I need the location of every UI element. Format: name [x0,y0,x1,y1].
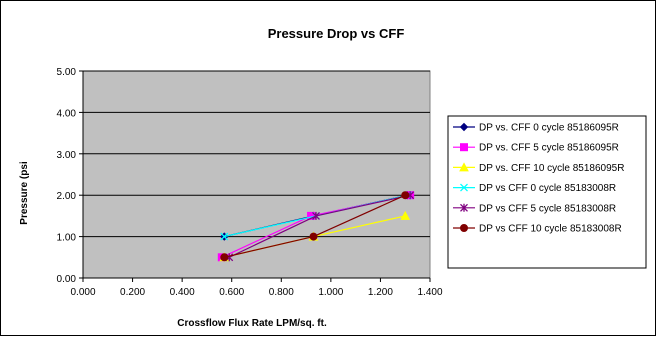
y-tick-label: 0.00 [57,274,77,285]
series-4-point [220,232,229,241]
legend-marker [460,224,468,232]
x-tick-label: 0.200 [120,287,145,298]
plot-background [82,70,431,279]
y-tick-label: 3.00 [57,150,77,161]
legend: DP vs. CFF 0 cycle 85186095R DP vs. CFF 5… [447,115,647,269]
series-6-point [309,232,318,241]
legend-label: DP vs CFF 10 cycle 85183008R [479,224,622,235]
legend-marker [459,162,469,172]
series-5-point [312,211,320,220]
legend-label: DP vs CFF 5 cycle 85183008R [479,203,616,214]
legend-label: DP vs CFF 0 cycle 85183008R [479,183,616,194]
x-axis-label: Crossflow Flux Rate LPM/sq. ft. [177,318,327,329]
x-tick-label: 1.000 [318,287,343,298]
legend-marker [460,203,468,212]
series-6-point [220,253,229,262]
legend-marker [460,143,468,152]
x-tick-label: 0.000 [70,287,95,298]
x-tick-label: 1.200 [368,287,393,298]
legend-box [447,115,647,269]
y-tick-label: 4.00 [57,108,77,119]
legend-label: DP vs. CFF 5 cycle 85186095R [479,143,619,154]
y-tick-label: 2.00 [57,191,77,202]
legend-marker [459,122,469,132]
series-3-point [400,210,411,220]
legend-label: DP vs. CFF 0 cycle 85186095R [479,123,619,134]
chart-title: Pressure Drop vs CFF [268,26,405,41]
legend-label: DP vs. CFF 10 cycle 85186095R [479,163,624,174]
plot-area: 0.00 1.00 2.00 3.00 4.00 5.00 0.000 0.200 0.400 0… [57,67,443,298]
y-axis-label: Pressure (psi [19,161,30,225]
x-tick-label: 0.600 [219,287,244,298]
x-tick-label: 0.800 [269,287,294,298]
x-tick-label: 0.400 [170,287,195,298]
y-tick-label: 5.00 [57,67,77,78]
x-tick-label: 1.400 [417,287,442,298]
legend-marker [460,183,468,192]
series-6-point [401,191,410,200]
y-tick-label: 1.00 [57,233,77,244]
